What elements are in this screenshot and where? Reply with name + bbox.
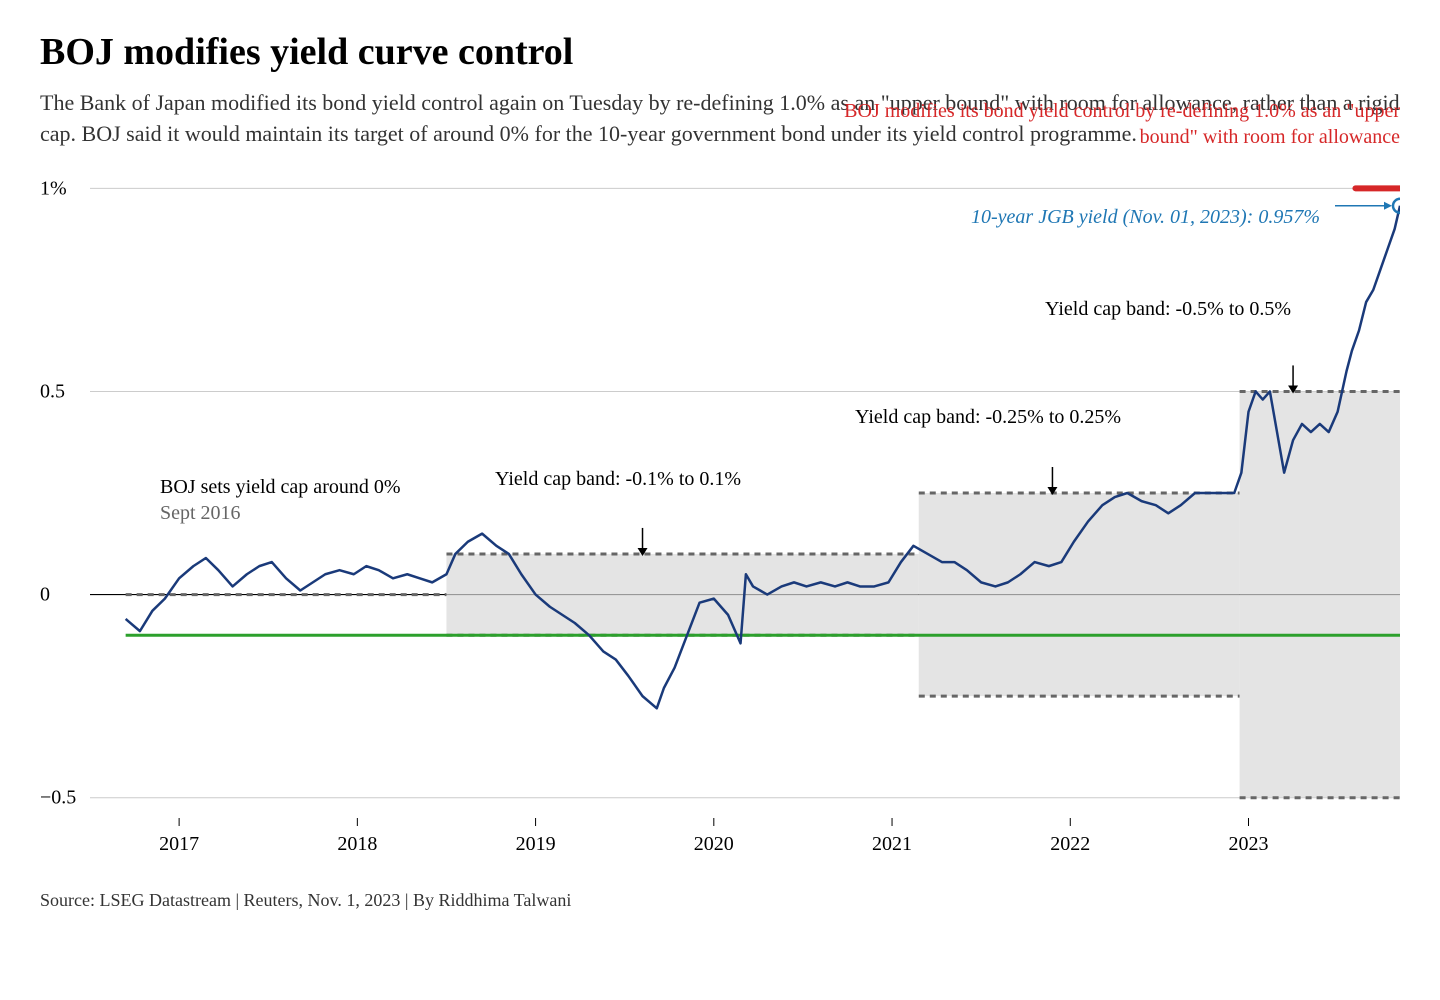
latest-value-label: 10-year JGB yield (Nov. 01, 2023): 0.957…: [971, 206, 1320, 229]
band3-label: Yield cap band: -0.5% to 0.5%: [1045, 298, 1291, 321]
chart-area: −0.5 0 0.5 1% 2017 2018 2019 2020 2021 2022 2023 B…: [40, 158, 1400, 878]
band1-label: Yield cap band: -0.1% to 0.1%: [495, 468, 741, 491]
svg-text:2020: 2020: [694, 833, 734, 855]
svg-text:0.5: 0.5: [40, 380, 65, 402]
band2-label: Yield cap band: -0.25% to 0.25%: [855, 406, 1121, 429]
svg-text:2018: 2018: [337, 833, 377, 855]
chart-title: BOJ modifies yield curve control: [40, 30, 1400, 74]
svg-text:2023: 2023: [1229, 833, 1269, 855]
initial-cap-label: BOJ sets yield cap around 0%: [160, 476, 401, 499]
source-credit: Source: LSEG Datastream | Reuters, Nov. …: [40, 890, 1400, 911]
svg-text:1%: 1%: [40, 177, 67, 199]
chart-svg: −0.5 0 0.5 1% 2017 2018 2019 2020 2021 2022 2023: [40, 158, 1400, 878]
initial-cap-sublabel: Sept 2016: [160, 502, 241, 525]
svg-text:2019: 2019: [516, 833, 556, 855]
svg-text:−0.5: −0.5: [40, 786, 76, 808]
svg-text:0: 0: [40, 583, 50, 605]
svg-text:2021: 2021: [872, 833, 912, 855]
svg-text:2022: 2022: [1050, 833, 1090, 855]
red-annotation: BOJ modifies its bond yield control by r…: [840, 98, 1400, 150]
svg-text:2017: 2017: [159, 833, 199, 855]
